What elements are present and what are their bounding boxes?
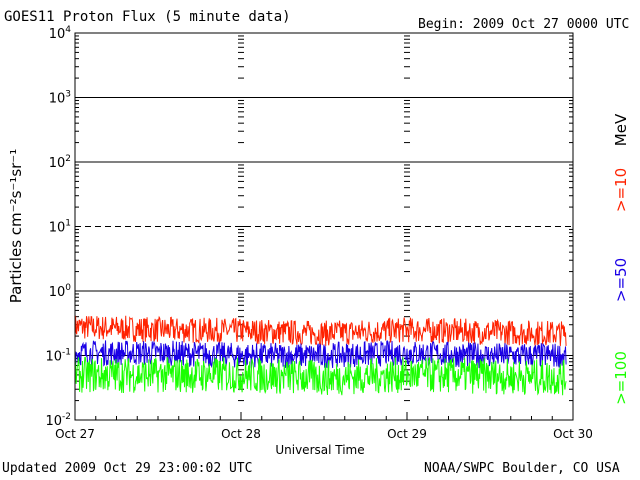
y-axis-label: Particles cm⁻²s⁻¹sr⁻¹ bbox=[7, 149, 25, 303]
series-layer bbox=[74, 315, 567, 396]
legend-entry: >=50 bbox=[612, 258, 630, 302]
series-line bbox=[74, 315, 567, 347]
x-tick-label: Oct 30 bbox=[553, 427, 593, 441]
y-tick-label: 10-1 bbox=[45, 348, 71, 365]
y-tick-label: 101 bbox=[49, 219, 71, 236]
plot-frame bbox=[74, 32, 574, 421]
x-axis-label: Universal Time bbox=[275, 443, 364, 457]
x-tick-labels: Oct 27 Oct 28 Oct 29 Oct 30 bbox=[55, 427, 593, 441]
series-line bbox=[74, 356, 567, 396]
legend-entry: >=10 bbox=[612, 168, 630, 212]
y-tick-label: 103 bbox=[49, 90, 71, 107]
legend-entry: >=100 bbox=[612, 351, 630, 405]
y-tick-label: 102 bbox=[49, 154, 71, 171]
legend-entry: MeV bbox=[612, 113, 630, 146]
y-tick-label: 104 bbox=[49, 25, 72, 42]
begin-time: Begin: 2009 Oct 27 0000 UTC bbox=[418, 17, 630, 32]
source-credit: NOAA/SWPC Boulder, CO USA bbox=[424, 461, 620, 476]
y-tick-label: 100 bbox=[49, 283, 72, 300]
y-tick-labels: 10-2 10-1 100 101 102 103 104 bbox=[45, 25, 71, 429]
x-tick-label: Oct 27 bbox=[55, 427, 95, 441]
updated-timestamp: Updated 2009 Oct 29 23:00:02 UTC bbox=[2, 461, 253, 476]
legend: MeV >=10 >=50 >=100 bbox=[612, 113, 630, 405]
y-tick-label: 10-2 bbox=[45, 412, 71, 429]
x-tick-label: Oct 29 bbox=[387, 427, 427, 441]
chart-title: GOES11 Proton Flux (5 minute data) bbox=[4, 9, 291, 25]
x-tick-label: Oct 28 bbox=[221, 427, 261, 441]
